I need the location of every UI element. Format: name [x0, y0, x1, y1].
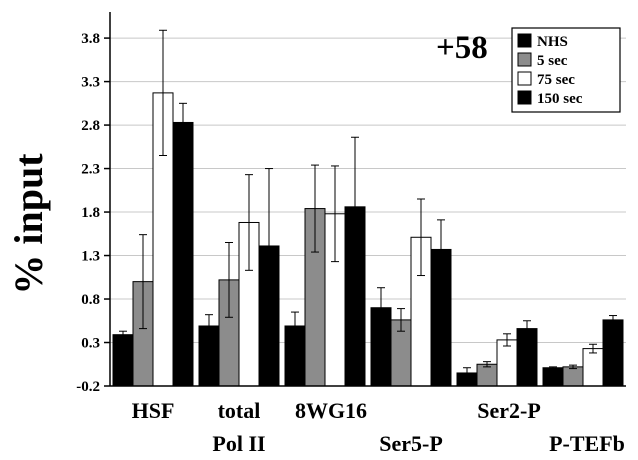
y-tick-label: 2.8	[81, 118, 100, 134]
y-tick-label: 1.8	[81, 205, 100, 221]
error-bars	[119, 29, 617, 379]
y-tick-label: 0.3	[81, 336, 100, 352]
bar-5-sec	[476, 363, 498, 387]
legend-swatch	[517, 90, 532, 105]
axes	[109, 12, 626, 387]
category-label: Ser2-P	[477, 398, 541, 423]
y-tick-label: 2.3	[81, 162, 100, 178]
bar-5-sec	[562, 366, 584, 387]
legend-swatch	[517, 52, 532, 67]
category-label: P-TEFb	[549, 431, 625, 456]
category-label: Ser5-P	[379, 431, 443, 456]
legend-label: 5 sec	[537, 53, 568, 69]
bar-150-sec	[602, 319, 624, 387]
legend-label: 75 sec	[537, 72, 575, 88]
bar-75-sec	[582, 348, 604, 387]
legend-swatch	[517, 71, 532, 86]
category-labels: HSF total Pol II 8WG16 Ser5-P Ser2-P P-TEFb	[132, 398, 625, 456]
bar-150-sec	[172, 121, 194, 387]
bar-nhs	[112, 334, 134, 387]
category-label: Pol II	[212, 431, 265, 456]
legend-swatch	[517, 33, 532, 48]
y-tick-label: 3.3	[81, 75, 100, 91]
y-axis-label: % input	[6, 153, 51, 295]
y-tick-label: 1.3	[81, 249, 100, 265]
legend-label: NHS	[537, 34, 568, 50]
y-axis-ticks: 3.8 3.3 2.8 2.3 1.8 1.3 0.8 0.3 -0.2	[76, 31, 110, 395]
category-label: total	[218, 398, 261, 423]
bar-nhs	[542, 367, 564, 387]
legend-label: 150 sec	[537, 91, 583, 107]
y-tick-label: -0.2	[76, 379, 100, 395]
y-tick-label: 3.8	[81, 31, 100, 47]
chart-annotation: +58	[436, 30, 488, 66]
bar-75-sec	[496, 339, 518, 387]
category-label: 8WG16	[295, 398, 367, 423]
legend: NHS 5 sec 75 sec 150 sec	[511, 27, 621, 113]
y-tick-label: 0.8	[81, 292, 100, 308]
bar-150-sec	[516, 328, 538, 387]
category-label: HSF	[132, 398, 175, 423]
